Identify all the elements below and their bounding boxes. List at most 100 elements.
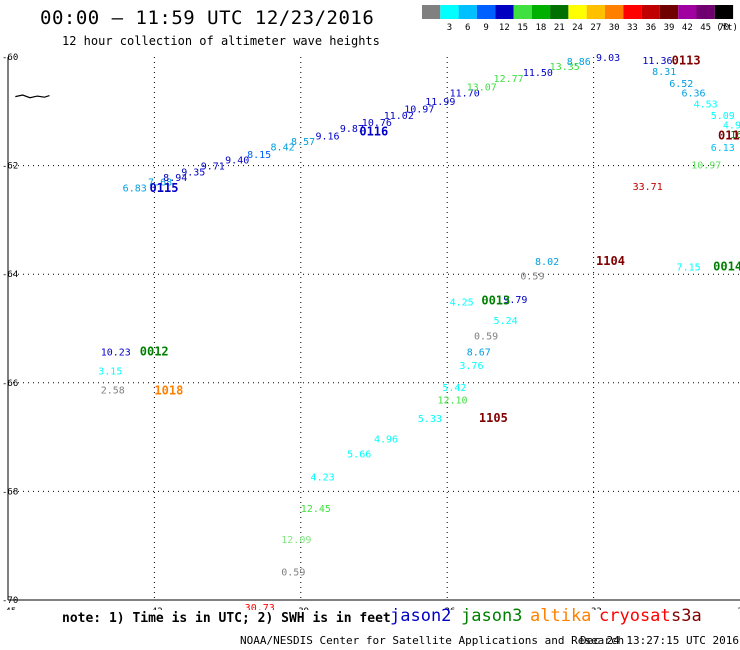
wave-height-label: 12.77 (494, 74, 524, 85)
scale-swatch-10 (605, 5, 624, 19)
scale-swatch-16 (714, 5, 734, 19)
wave-height-label: 8.94 (163, 173, 187, 184)
wave-height-label: 8.15 (247, 150, 271, 161)
wave-height-label: 3.76 (459, 361, 483, 372)
scale-tick-label: 42 (682, 23, 693, 33)
scale-swatch-0 (422, 5, 441, 19)
wave-height-label: 8.86 (567, 57, 591, 68)
coastline-fragment (15, 94, 50, 99)
wave-height-label: 5.09 (711, 111, 735, 122)
wave-height-label: 6.13 (711, 143, 735, 154)
scale-tick-label: 33 (627, 23, 638, 33)
wave-height-label: 11.36 (642, 56, 672, 67)
scale-swatch-2 (458, 5, 477, 19)
mission-jason2-label: jason2 (390, 606, 452, 626)
wave-height-label: 10.23 (101, 348, 131, 359)
pass-time-label: 0113 (672, 54, 701, 68)
mission-altika-label: altika (530, 606, 592, 626)
footer-note: note: 1) Time is in UTC; 2) SWH is in fe… (62, 611, 391, 626)
y-tick-label: -70 (2, 596, 18, 606)
scale-swatch-12 (641, 5, 660, 19)
wave-height-label: 7.68 (148, 178, 172, 189)
scale-tick-label: 45 (700, 23, 711, 33)
wave-height-label: 8.31 (652, 67, 676, 78)
wave-height-label: 9.16 (315, 132, 339, 143)
scale-swatch-14 (678, 5, 697, 19)
scale-tick-label: 9 (483, 23, 488, 33)
wave-height-label: 0.59 (281, 568, 305, 579)
scale-tick-label: 36 (645, 23, 656, 33)
wave-height-label: 12.09 (281, 535, 311, 546)
scale-swatch-3 (476, 5, 496, 19)
wave-height-label: 10.76 (362, 118, 392, 129)
wave-height-label: 11.50 (523, 68, 553, 79)
wave-height-label: 11.99 (425, 97, 455, 108)
scale-tick-label: 18 (536, 23, 547, 33)
wave-height-label: 7.15 (677, 262, 701, 273)
pass-time-label: 0014 (713, 259, 740, 273)
x-tick-label: -33 (586, 607, 602, 610)
wave-height-label: 6.52 (669, 79, 693, 90)
scale-tick-label: 30 (609, 23, 620, 33)
scale-swatch-1 (440, 5, 459, 19)
pass-time-label: 1104 (596, 254, 625, 268)
wave-height-label: 5.42 (442, 383, 466, 394)
wave-height-label: 9.71 (201, 161, 225, 172)
wave-height-label: 11.70 (450, 89, 480, 100)
wave-height-label: 30.73 (245, 603, 275, 610)
wave-height-label: 4.23 (311, 473, 335, 484)
scale-tick-label: 12 (499, 23, 510, 33)
wave-height-label: 3.15 (98, 367, 122, 378)
scale-swatch-6 (531, 5, 551, 19)
wave-height-label: 13.07 (467, 83, 497, 94)
wave-height-label: 9.03 (596, 53, 620, 64)
scale-swatch-8 (568, 5, 587, 19)
wave-height-label: 4.25 (450, 298, 474, 309)
credit-line: NOAA/NESDIS Center for Satellite Applica… (240, 634, 625, 647)
wave-height-label: 8.42 (271, 142, 295, 153)
wave-height-label: 33.71 (633, 182, 663, 193)
y-tick-label: -68 (2, 487, 18, 497)
x-tick-label: -42 (146, 607, 162, 610)
pass-time-label: 1105 (479, 411, 508, 425)
wave-height-map: -45 -42 -39 -36 -33 -30 -60 -62 -64 -66 -68 -70 6.83… (0, 53, 740, 610)
wave-height-label: 5.24 (494, 316, 518, 327)
wave-height-label: 6.83 (123, 184, 147, 195)
wave-height-label: 8.67 (467, 348, 491, 359)
pass-time-label: 1018 (154, 384, 183, 398)
x-tick-label: -39 (293, 607, 309, 610)
wave-height-label: 13.35 (550, 62, 580, 73)
y-tick-label: -62 (2, 162, 18, 172)
x-tick-label: -45 (0, 607, 16, 610)
wave-height-label: 11.02 (384, 111, 414, 122)
pass-time-label: 0013 (481, 294, 510, 308)
pass-time-label: 0115 (150, 181, 179, 195)
page-subtitle: 12 hour collection of altimeter wave hei… (62, 34, 380, 48)
scale-tick-label: 21 (554, 23, 565, 33)
pass-time-label: 0116 (359, 125, 388, 139)
scale-swatch-15 (696, 5, 715, 19)
wave-height-label: 8.57 (291, 137, 315, 148)
mission-jason3-label: jason3 (461, 606, 523, 626)
wave-height-label: 6.36 (681, 89, 705, 100)
scale-tick-label: 6 (465, 23, 470, 33)
scale-tick-label: 39 (664, 23, 675, 33)
wave-height-label: 16.38 (730, 130, 740, 141)
wave-height-label: 0.59 (474, 331, 498, 342)
wave-height-label: 9.40 (225, 155, 249, 166)
pass-time-label: 0112 (718, 129, 740, 143)
y-tick-label: -60 (2, 53, 18, 63)
wave-height-label: 12.10 (437, 395, 467, 406)
wave-height-label: 9.35 (181, 167, 205, 178)
wave-height-label: 4.96 (374, 435, 398, 446)
wave-height-label: 10.97 (404, 104, 434, 115)
generated-timestamp: Dec 24 13:27:15 UTC 2016 (580, 634, 739, 647)
wave-height-label: 10.97 (691, 160, 721, 171)
scale-swatch-5 (513, 5, 532, 19)
x-tick-label: -36 (439, 607, 455, 610)
scale-swatch-7 (550, 5, 569, 19)
wave-height-label: 12.45 (301, 504, 331, 515)
wave-height-label: 4.95 (723, 121, 740, 132)
wave-height-label: 0.59 (520, 272, 544, 283)
